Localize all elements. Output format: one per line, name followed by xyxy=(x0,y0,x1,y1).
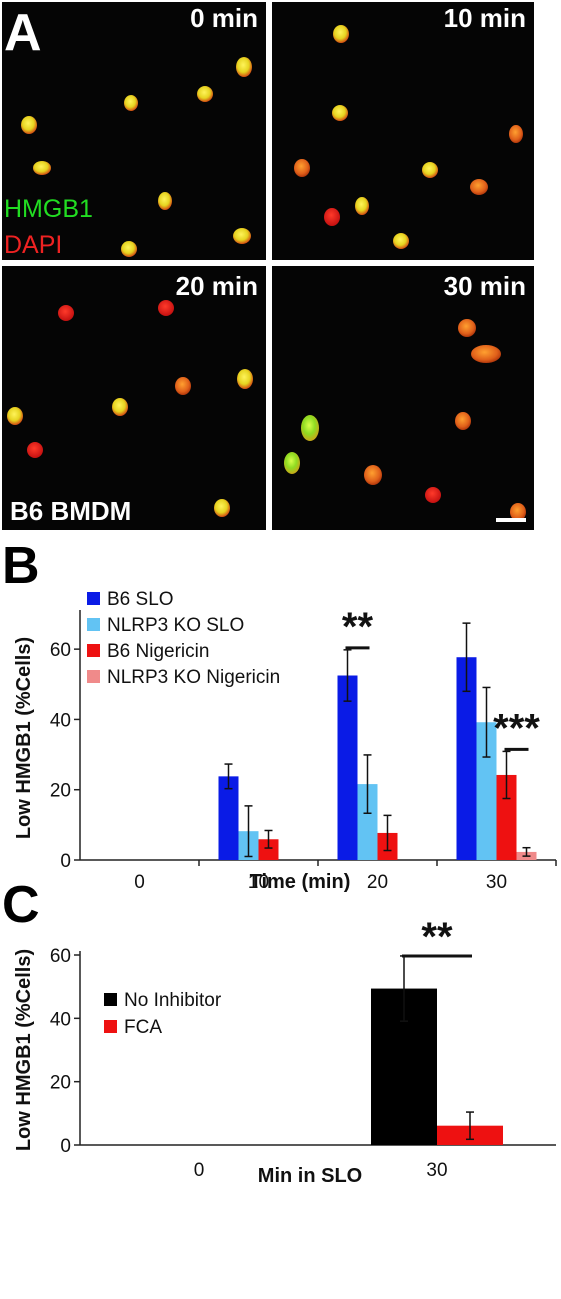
tile-label: 10 min xyxy=(444,3,526,33)
chart-c: 0 20 40 60 0 30 ** No Inhibitor FCA Min in SLO Low… xyxy=(13,915,556,1187)
x-axis-title: Min in SLO xyxy=(258,1165,362,1187)
y-tick-label: 40 xyxy=(50,710,71,731)
bar xyxy=(357,784,378,860)
significance-marker: *** xyxy=(493,706,540,750)
micrograph-0min: 0 min xyxy=(2,2,266,260)
stain-label-dapi: DAPI xyxy=(4,231,62,259)
significance-marker: ** xyxy=(421,915,453,959)
panel-a: 0 min 10 min 20 min xyxy=(2,2,534,530)
panel-c: C 0 20 40 60 0 30 ** No Inhibitor FCA Min in SLO L… xyxy=(2,876,556,1187)
y-tick-label: 20 xyxy=(50,781,71,802)
x-tick-label: 10 xyxy=(248,872,269,893)
scale-bar xyxy=(496,518,526,522)
legend-swatch xyxy=(87,618,100,631)
y-tick-label: 60 xyxy=(50,640,71,661)
bar xyxy=(337,675,358,860)
y-axis-title: Low HMGB1 (%Cells) xyxy=(13,949,35,1151)
tile-label: 20 min xyxy=(176,271,258,301)
legend-swatch xyxy=(87,644,100,657)
tile-label: 30 min xyxy=(444,271,526,301)
micrograph-30min: 30 min xyxy=(272,266,534,530)
panel-letter-a: A xyxy=(4,4,42,62)
x-tick-label: 20 xyxy=(367,872,388,893)
y-tick-label: 20 xyxy=(50,1073,71,1094)
micrograph-20min: 20 min xyxy=(2,266,266,530)
legend-label: B6 Nigericin xyxy=(107,641,209,662)
strain-label: B6 BMDM xyxy=(10,496,131,526)
x-tick-label: 0 xyxy=(194,1160,205,1181)
stain-label-hmgb1: HMGB1 xyxy=(4,195,93,223)
x-tick-label: 30 xyxy=(426,1160,447,1181)
bar xyxy=(218,776,239,860)
legend-label: No Inhibitor xyxy=(124,990,222,1011)
y-tick-label: 0 xyxy=(60,1136,71,1157)
y-axis-title: Low HMGB1 (%Cells) xyxy=(13,637,35,839)
x-tick-label: 30 xyxy=(486,872,507,893)
legend-label: B6 SLO xyxy=(107,589,174,610)
bar xyxy=(258,839,279,860)
y-tick-label: 0 xyxy=(60,851,71,872)
bar xyxy=(476,722,497,860)
legend-swatch xyxy=(87,670,100,683)
bar xyxy=(456,657,477,860)
legend-label: FCA xyxy=(124,1017,162,1038)
legend-label: NLRP3 KO SLO xyxy=(107,615,244,636)
legend-swatch xyxy=(104,1020,117,1033)
legend-swatch xyxy=(87,592,100,605)
panel-letter-b: B xyxy=(2,537,40,595)
tile-label: 0 min xyxy=(190,3,258,33)
bar xyxy=(496,774,517,860)
micrograph-10min: 10 min xyxy=(272,2,534,260)
panel-letter-c: C xyxy=(2,876,40,934)
x-axis-title: Time (min) xyxy=(250,871,351,893)
x-tick-label: 0 xyxy=(134,872,145,893)
y-tick-label: 60 xyxy=(50,946,71,967)
legend-swatch xyxy=(104,993,117,1006)
significance-marker: ** xyxy=(342,605,374,649)
legend-label: NLRP3 KO Nigericin xyxy=(107,667,280,688)
y-tick-label: 40 xyxy=(50,1009,71,1030)
